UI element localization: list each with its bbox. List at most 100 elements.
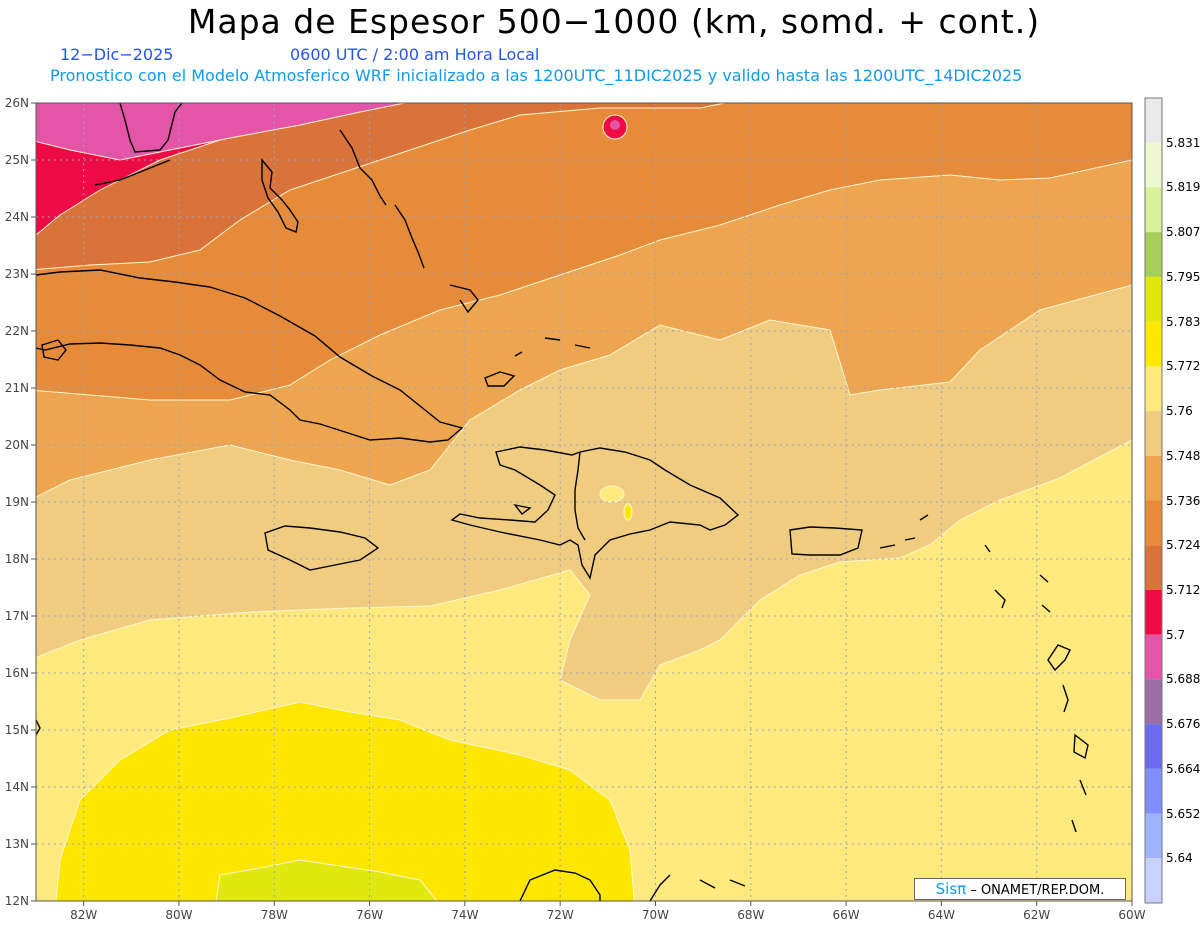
- bahamas-long: [394, 204, 425, 269]
- colorbar-swatch: [1145, 411, 1162, 456]
- lat-label: 15N: [5, 723, 29, 737]
- lesser-antilles: [984, 544, 1089, 833]
- lon-label: 72W: [547, 908, 574, 922]
- lon-label: 66W: [833, 908, 860, 922]
- forecast-time: 0600 UTC / 2:00 am Hora Local: [290, 45, 540, 64]
- map-title: Mapa de Espesor 500−1000 (km, somd. + co…: [187, 2, 1041, 41]
- lon-label: 64W: [928, 908, 955, 922]
- puerto-rico-coast: [789, 526, 863, 556]
- bahamas-eleuthera: [339, 129, 387, 206]
- colorbar-label: 5.724: [1166, 538, 1200, 553]
- hispaniola-patch-inner: [623, 503, 633, 521]
- colorbar-label: 5.688: [1166, 672, 1200, 687]
- colorbar-swatch: [1145, 232, 1162, 277]
- lat-label: 23N: [5, 267, 29, 281]
- colorbar-swatch: [1145, 366, 1162, 412]
- graticule: [36, 103, 1132, 901]
- bahamas-south: [449, 284, 479, 314]
- colorbar-swatch: [1145, 142, 1162, 188]
- band-5783: [215, 859, 438, 901]
- credit-box: Sisπ – ONAMET/REP.DOM.: [914, 878, 1126, 900]
- lon-label: 60W: [1118, 908, 1145, 922]
- colorbar-swatch: [1145, 455, 1162, 501]
- colorbar-swatch: [1145, 589, 1162, 635]
- coastlines: [36, 103, 1089, 901]
- colorbar-label: 5.7: [1166, 627, 1186, 642]
- lon-label: 70W: [642, 908, 669, 922]
- colorbar-swatch: [1145, 813, 1162, 859]
- florida-coast: [119, 103, 183, 153]
- colorbar-swatch: [1145, 724, 1162, 769]
- colorbar-label: 5.783: [1166, 314, 1200, 329]
- lon-label: 68W: [737, 908, 764, 922]
- colorbar-frame: [1144, 97, 1163, 904]
- colorbar-label: 5.748: [1166, 448, 1200, 463]
- lat-label: 12N: [5, 894, 29, 908]
- lat-label: 14N: [5, 780, 29, 794]
- lat-label: 13N: [5, 837, 29, 851]
- colorbar-label: 5.807: [1166, 225, 1200, 240]
- central-america-coast: [36, 719, 41, 736]
- colorbar-label: 5.64: [1166, 851, 1193, 866]
- jamaica-coast: [264, 525, 380, 571]
- credit-text: – ONAMET/REP.DOM.: [966, 883, 1105, 898]
- lon-label: 82W: [70, 908, 97, 922]
- band-5688: [36, 103, 408, 161]
- tortuga: [513, 503, 532, 515]
- sispi-logo: Sisπ: [935, 880, 967, 898]
- colorbar-label: 5.772: [1166, 359, 1200, 374]
- lat-label: 18N: [5, 552, 29, 566]
- colorbar-label: 5.819: [1166, 180, 1200, 195]
- hispaniola-patch: [599, 485, 625, 503]
- venezuela-coast: [519, 869, 746, 901]
- colorbar-swatch: [1145, 768, 1162, 814]
- colorbar-swatch: [1145, 276, 1162, 322]
- isla-juventud: [41, 339, 67, 361]
- colorbar-swatch: [1145, 858, 1162, 903]
- colorbar-swatch: [1145, 98, 1162, 143]
- colorbar-label: 5.676: [1166, 717, 1200, 732]
- turks-caicos: [514, 337, 591, 357]
- thickness-fill: [36, 103, 1132, 901]
- colorbar-label: 5.664: [1166, 761, 1200, 776]
- lon-label: 74W: [451, 908, 478, 922]
- colorbar-swatch: [1145, 187, 1162, 233]
- colorbar-label: 5.736: [1166, 493, 1200, 508]
- lat-label: 25N: [5, 153, 29, 167]
- colorbar-label: 5.76: [1166, 404, 1193, 419]
- band-5772: [55, 701, 635, 901]
- band-5712: [36, 103, 728, 271]
- hispaniola-coast: [450, 446, 740, 580]
- lon-label: 62W: [1023, 908, 1050, 922]
- colorbar-label: 5.712: [1166, 582, 1200, 597]
- colorbar-label: 5.795: [1166, 269, 1200, 284]
- forecast-description: Pronostico con el Modelo Atmosferico WRF…: [50, 66, 1023, 85]
- lat-label: 26N: [5, 96, 29, 110]
- colorbar: [1144, 97, 1163, 904]
- lon-label: 78W: [261, 908, 288, 922]
- lon-label: 80W: [165, 908, 192, 922]
- lat-label: 19N: [5, 495, 29, 509]
- cuba-coast: [36, 269, 464, 443]
- lat-label: 22N: [5, 324, 29, 338]
- colorbar-swatch: [1145, 321, 1162, 367]
- virgin-islands: [879, 514, 929, 549]
- colorbar-label: 5.831: [1166, 135, 1200, 150]
- colorbar-swatch: [1145, 634, 1162, 680]
- colorbar-swatch: [1145, 545, 1162, 590]
- colorbar-swatch: [1145, 500, 1162, 546]
- lon-label: 76W: [356, 908, 383, 922]
- lat-label: 17N: [5, 609, 29, 623]
- forecast-date: 12−Dic−2025: [60, 45, 174, 64]
- lat-label: 24N: [5, 210, 29, 224]
- colorbar-label: 5.652: [1166, 806, 1200, 821]
- haiti-border: [574, 451, 586, 541]
- lat-label: 20N: [5, 438, 29, 452]
- lat-label: 16N: [5, 666, 29, 680]
- high-pocket-inner: [610, 120, 620, 130]
- florida-keys: [94, 159, 171, 186]
- lat-label: 21N: [5, 381, 29, 395]
- bahamas-andros: [261, 158, 299, 233]
- colorbar-swatch: [1145, 679, 1162, 725]
